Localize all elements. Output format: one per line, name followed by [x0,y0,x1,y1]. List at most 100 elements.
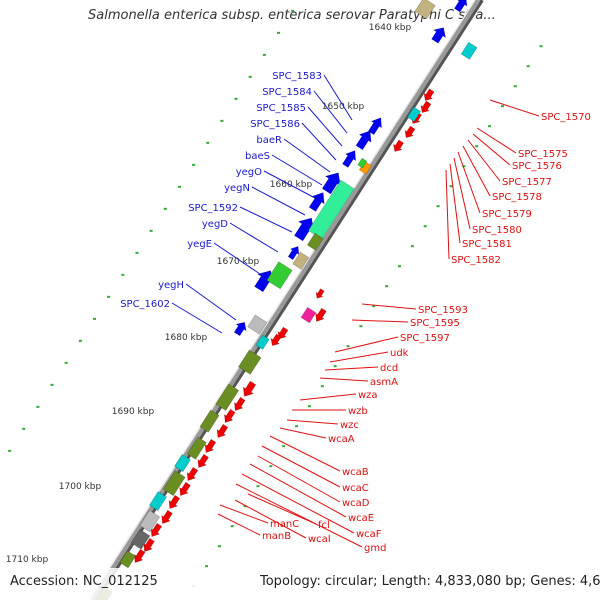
footer-strip [0,568,600,600]
right-gene-label: wcaB [342,467,369,478]
right-gene-label: SPC_1570 [541,112,591,123]
left-label-leader [239,206,293,233]
forward-gene-arrow [287,246,300,261]
right-label-leader [269,435,341,472]
outer-right-tick-dot [256,485,260,488]
reverse-gene-arrow-shape [161,509,173,524]
right-label-leader [489,99,540,117]
right-label-leader [234,499,307,539]
outer-right-tick-dot [307,405,311,408]
reverse-gene-arrow [315,307,327,322]
outer-tick-dot [8,449,12,452]
gene-block [306,232,324,251]
right-gene-label: SPC_1582 [451,255,501,266]
scale-label: 1640 kbp [369,23,412,33]
left-label-leader [229,222,279,253]
outer-tick-dot [93,317,97,320]
outer-right-tick-dot [320,385,324,388]
reverse-gene-arrow-shape [277,326,289,340]
gene-block-shape [247,314,268,335]
outer-tick-dot [149,229,153,232]
reverse-gene-arrow-shape [197,453,209,468]
reverse-gene-arrow [216,423,229,438]
gene-block [139,509,161,533]
reverse-gene-arrow-shape [393,139,405,152]
reverse-gene-arrow [179,481,191,496]
right-gene-label: SPC_1578 [492,192,542,203]
gene-block-shape [406,106,422,122]
outer-tick-dot [36,405,40,408]
gene-block-shape [300,306,317,324]
outer-tick-dot [107,295,111,298]
scale-label: 1690 kbp [112,407,155,417]
gene-block [247,314,268,335]
forward-gene-arrow [321,172,341,195]
gene-block [255,334,270,350]
reverse-gene-arrow [234,396,246,411]
outer-right-tick-dot [397,265,401,268]
reverse-gene-arrow [197,453,209,468]
reverse-gene-arrow [150,522,163,537]
reverse-gene-arrow-shape [204,438,217,453]
outer-right-tick-dot [295,425,299,428]
right-label-leader [453,157,471,230]
right-label-leader [472,133,511,166]
right-gene-label: wcaC [342,483,369,494]
outer-tick-dot [135,251,139,254]
reverse-gene-arrow-shape [315,307,327,322]
outer-tick-dot [220,119,224,122]
reverse-gene-arrow [393,139,405,152]
gene-block [130,528,151,550]
forward-gene-arrow [342,150,356,168]
left-label-leader [271,154,323,186]
gene-block-shape [357,157,368,169]
outer-tick-dot [277,31,281,34]
left-gene-label: SPC_1583 [272,71,322,82]
reverse-gene-arrow-shape [270,333,282,347]
gene-block [238,349,262,375]
right-gene-label: gmd [364,543,386,554]
outer-right-tick-dot [475,145,479,148]
gene-block-shape [460,41,478,60]
right-label-leader [235,483,363,548]
genome-summary-text: Topology: circular; Length: 4,833,080 bp… [260,574,600,589]
reverse-gene-arrow [242,380,257,397]
left-label-leader [323,74,353,121]
gene-block [149,491,167,511]
reverse-gene-arrow-shape [216,423,229,438]
outer-tick-dot [50,383,54,386]
right-gene-label: SPC_1577 [502,177,552,188]
reverse-gene-arrow [270,333,282,347]
right-gene-label: SPC_1597 [400,333,450,344]
gene-block-shape [199,409,220,433]
right-label-leader [361,303,417,310]
right-gene-label: wcaF [356,529,382,540]
outer-tick-dot [248,75,252,78]
left-label-leader [171,302,223,334]
reverse-gene-arrow-shape [186,466,199,481]
right-label-leader [324,366,379,371]
right-gene-label: SPC_1593 [418,305,468,316]
forward-gene-arrow [431,27,446,44]
outer-right-tick-dot [436,205,440,208]
right-label-leader [476,127,517,154]
right-gene-label: wzb [348,406,368,417]
outer-tick-dot [163,207,167,210]
accession-text: Accession: NC_012125 [10,574,158,589]
outer-right-tick-dot [204,565,208,568]
forward-gene-arrow-shape [308,192,325,212]
right-gene-label: manC [270,519,299,530]
outer-tick-dot [192,163,196,166]
outer-right-tick-dot [230,525,234,528]
reverse-gene-arrow-shape [404,125,416,139]
reverse-gene-arrow-shape [133,548,146,563]
right-label-leader [241,473,355,534]
left-gene-label: yegH [158,280,184,291]
gene-block [174,454,191,473]
forward-gene-arrow [308,192,325,212]
scale-label: 1670 kbp [217,257,260,267]
forward-gene-arrow-shape [342,150,356,168]
right-label-leader [249,463,347,518]
